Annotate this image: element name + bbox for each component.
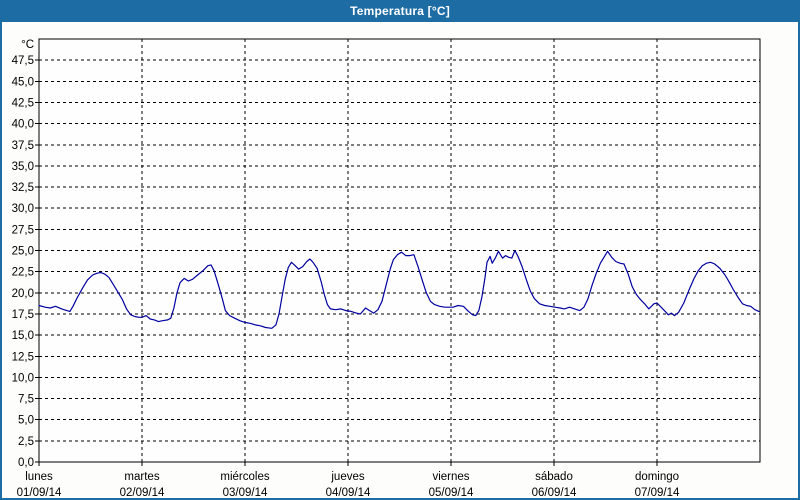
x-axis-day-date: 06/09/14 (532, 487, 577, 498)
svg-text:17,5: 17,5 (12, 309, 34, 321)
svg-text:2,5: 2,5 (18, 436, 34, 448)
svg-text:32,5: 32,5 (12, 182, 34, 194)
x-axis-day-name: lunes (25, 471, 53, 483)
svg-text:7,5: 7,5 (18, 394, 34, 406)
svg-text:47,5: 47,5 (12, 55, 34, 67)
svg-text:45,0: 45,0 (12, 76, 34, 88)
svg-text:30,0: 30,0 (12, 203, 34, 215)
svg-text:42,5: 42,5 (12, 97, 34, 109)
svg-text:25,0: 25,0 (12, 246, 34, 258)
svg-text:37,5: 37,5 (12, 140, 34, 152)
svg-text:5,0: 5,0 (18, 415, 34, 427)
window-title-bar[interactable]: Temperatura [°C] (2, 2, 798, 22)
x-axis-day-date: 03/09/14 (223, 487, 268, 498)
svg-text:15,0: 15,0 (12, 330, 34, 342)
x-axis-day-date: 05/09/14 (429, 487, 474, 498)
svg-text:°C: °C (21, 39, 34, 51)
svg-text:22,5: 22,5 (12, 267, 34, 279)
svg-text:35,0: 35,0 (12, 161, 34, 173)
svg-text:12,5: 12,5 (12, 351, 34, 363)
x-axis-day-date: 02/09/14 (120, 487, 165, 498)
x-axis-day-name: martes (124, 471, 159, 483)
svg-text:20,0: 20,0 (12, 288, 34, 300)
x-axis-day-date: 07/09/14 (635, 487, 680, 498)
x-axis-day-date: 04/09/14 (326, 487, 371, 498)
svg-text:10,0: 10,0 (12, 372, 34, 384)
window-title: Temperatura [°C] (350, 4, 450, 18)
svg-text:40,0: 40,0 (12, 119, 34, 131)
svg-text:27,5: 27,5 (12, 224, 34, 236)
temperature-series-line (38, 249, 760, 329)
x-axis-day-name: domingo (635, 471, 679, 483)
x-axis-day-date: 01/09/14 (17, 487, 62, 498)
svg-text:0,0: 0,0 (18, 457, 34, 469)
x-axis-day-name: sábado (535, 471, 573, 483)
x-axis-day-name: viernes (432, 471, 469, 483)
x-axis-day-name: miércoles (220, 471, 269, 483)
x-axis-day-name: jueves (330, 471, 364, 483)
